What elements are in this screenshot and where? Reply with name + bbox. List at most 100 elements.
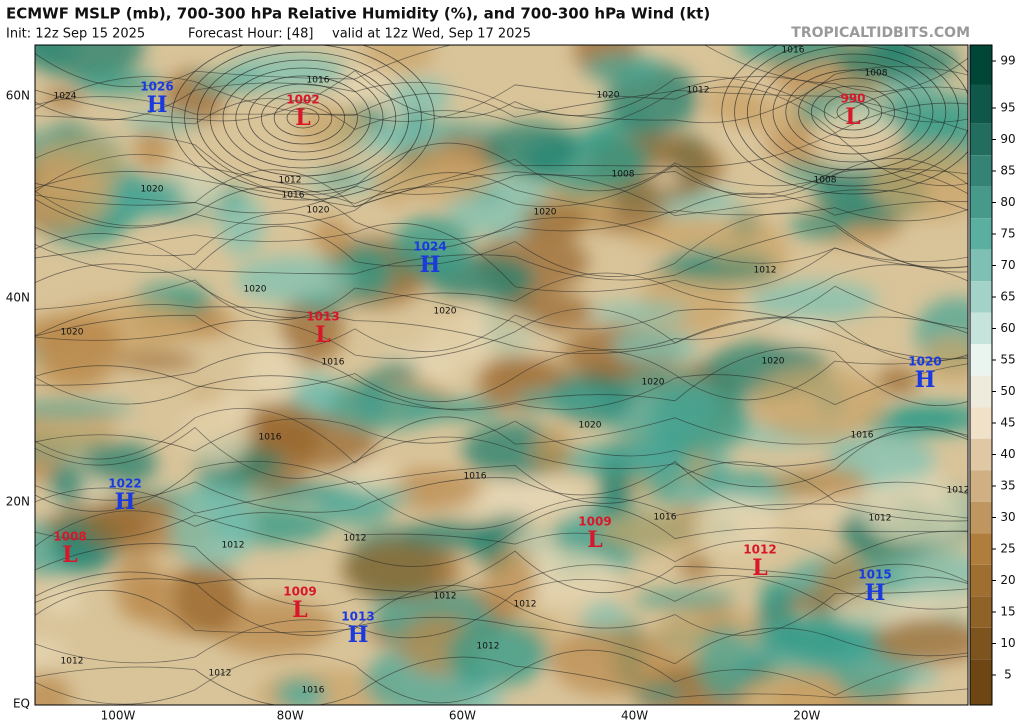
humidity-patch xyxy=(612,328,698,365)
pressure-center: H xyxy=(420,252,441,278)
humidity-patch xyxy=(447,620,549,688)
isobar-label: 1012 xyxy=(947,486,970,496)
pressure-value: 1002 xyxy=(286,93,319,107)
isobar xyxy=(747,45,960,179)
colorbar-segment xyxy=(970,186,992,219)
isobar-label: 1016 xyxy=(464,472,487,482)
humidity-patch xyxy=(734,45,846,66)
isobar xyxy=(35,70,968,122)
humidity-patch xyxy=(35,167,113,229)
isobars xyxy=(35,45,968,705)
humidity-patch xyxy=(539,425,572,450)
humidity-patch xyxy=(751,366,886,442)
humidity-patch xyxy=(922,335,968,384)
humidity-patch xyxy=(787,214,851,238)
isobar-label: 1012 xyxy=(754,266,777,276)
isobar-label: 1012 xyxy=(344,534,367,544)
isobar xyxy=(35,426,968,488)
humidity-patch xyxy=(112,352,198,370)
colorbar-label: 40 xyxy=(1000,447,1015,461)
pressure-center: H xyxy=(348,622,369,648)
pressure-center: L xyxy=(62,542,77,568)
title: ECMWF MSLP (mb), 700-300 hPa Relative Hu… xyxy=(6,5,710,23)
pressure-center: L xyxy=(752,555,767,581)
pressure-value: 1013 xyxy=(306,310,339,324)
humidity-patch xyxy=(522,201,588,240)
humidity-patch xyxy=(772,321,826,342)
humidity-patch xyxy=(861,407,960,436)
isobar xyxy=(35,349,968,403)
humidity-patch xyxy=(208,598,335,656)
isobar xyxy=(35,649,968,705)
colorbar-label: 75 xyxy=(1000,227,1015,241)
isobar xyxy=(772,61,934,163)
isobar-label: 1020 xyxy=(244,285,267,295)
pressure-center: L xyxy=(292,597,307,623)
isobar-label: 1016 xyxy=(782,46,805,56)
colorbar-label: 50 xyxy=(1000,384,1015,398)
isobar xyxy=(35,212,968,277)
colorbar-segment xyxy=(970,533,992,565)
lat-label: EQ xyxy=(13,697,30,711)
humidity-patch xyxy=(693,497,780,552)
colorbar-segment xyxy=(970,344,992,376)
colorbar-segment xyxy=(970,407,992,439)
humidity-patch xyxy=(650,261,775,278)
lat-label: 20N xyxy=(6,495,30,509)
isobar-label: 1020 xyxy=(434,307,457,317)
isobar xyxy=(35,154,968,207)
map: 1024 1016 1020 1016 1020 1012 1020 1020 1016 1020… xyxy=(35,45,970,705)
humidity-patch xyxy=(392,215,472,275)
isobar xyxy=(35,543,968,607)
humidity-patch xyxy=(634,591,738,609)
isobar xyxy=(785,69,921,155)
lon-label: 20W xyxy=(793,709,820,723)
colorbar-label: 99 xyxy=(1000,54,1015,68)
humidity-patch xyxy=(48,461,86,506)
pressure-center: H xyxy=(915,367,936,393)
colorbar-label: 85 xyxy=(1000,164,1015,178)
isobar-label: 1012 xyxy=(209,669,232,679)
isobar xyxy=(35,263,968,319)
colorbar-segment xyxy=(970,218,992,250)
isobar xyxy=(35,576,968,639)
colorbar-label: 45 xyxy=(1000,416,1015,430)
isobar xyxy=(35,308,968,360)
isobar-label: 1020 xyxy=(307,206,330,216)
isobar xyxy=(35,480,968,530)
pressure-center: L xyxy=(587,527,602,553)
isobar-label: 1020 xyxy=(61,328,84,338)
isobar xyxy=(35,347,968,410)
pressure-value: 1020 xyxy=(908,355,941,369)
watermark: TROPICALTIDBITS.COM xyxy=(791,25,970,41)
isobar-label: 1020 xyxy=(141,185,164,195)
isobar-label: 1016 xyxy=(302,686,325,696)
humidity-patch xyxy=(595,511,718,552)
isobar xyxy=(836,101,870,123)
colorbar-label: 20 xyxy=(1000,573,1015,587)
isobar xyxy=(823,93,883,131)
init-time: Init: 12z Sep 15 2025 xyxy=(6,27,145,42)
isobar-label: 1016 xyxy=(259,433,282,443)
isobar xyxy=(35,225,968,281)
humidity-patch xyxy=(387,78,452,117)
map-labels: 1024 1016 1020 1016 1020 1012 1020 1020 1016 1020… xyxy=(53,46,970,696)
humidity-patch xyxy=(830,591,942,627)
isobar xyxy=(209,59,397,177)
humidity-patch xyxy=(244,342,299,404)
colorbar-segment xyxy=(970,659,992,705)
pressure-center: H xyxy=(115,489,136,515)
colorbar-label: 95 xyxy=(1000,101,1015,115)
humidity-patch xyxy=(114,551,161,622)
isobar-label: 1024 xyxy=(54,92,77,102)
isobar-label: 1016 xyxy=(307,76,330,86)
isobar xyxy=(35,564,968,611)
isobar xyxy=(35,418,968,467)
isobar xyxy=(35,460,968,513)
humidity-patch xyxy=(243,401,321,458)
isobar-label: 1012 xyxy=(434,592,457,602)
lat-label: 60N xyxy=(6,89,30,103)
isobar-label: 1012 xyxy=(222,541,245,551)
humidity-patch xyxy=(317,483,395,527)
